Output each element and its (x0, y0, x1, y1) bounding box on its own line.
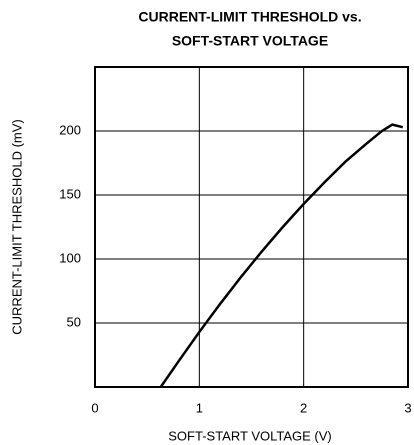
chart-title: CURRENT-LIMIT THRESHOLD vs. (138, 9, 361, 25)
y-tick-label: 200 (59, 122, 81, 137)
y-tick-label: 100 (59, 250, 81, 265)
chart-title: SOFT-START VOLTAGE (172, 33, 328, 49)
plot-frame (94, 66, 409, 388)
x-tick-label: 2 (300, 400, 307, 415)
x-tick-label: 1 (196, 400, 203, 415)
data-line (159, 123, 404, 388)
y-tick-label: 150 (59, 186, 81, 201)
y-axis-label: CURRENT-LIMIT THRESHOLD (mV) (9, 119, 24, 334)
x-axis-label: SOFT-START VOLTAGE (V) (168, 428, 331, 443)
y-tick-label: 50 (67, 314, 81, 329)
x-tick-label: 3 (404, 400, 411, 415)
x-tick-label: 0 (91, 400, 98, 415)
